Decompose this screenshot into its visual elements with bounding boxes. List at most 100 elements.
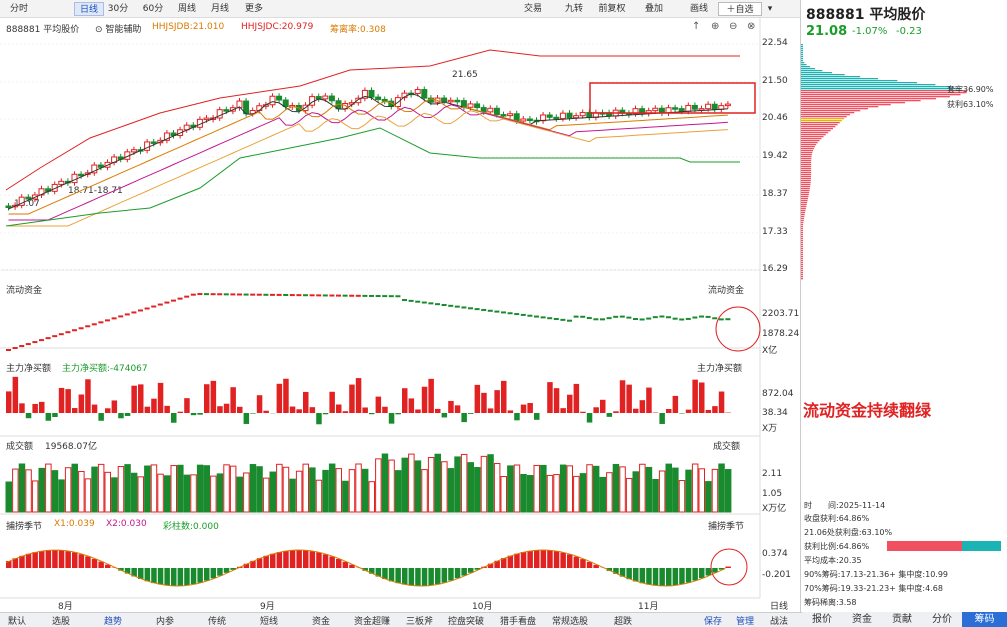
tab-fenshi[interactable]: 分时	[9, 4, 28, 14]
tab-chaodie[interactable]: 超跌	[614, 617, 633, 627]
candle-body	[493, 107, 500, 116]
tab-zhouxian[interactable]: 周线	[177, 4, 196, 14]
tab-yuexian[interactable]: 月线	[210, 4, 229, 14]
zoom-out-icon[interactable]: ⊖	[729, 21, 738, 32]
chip-loss-label: 套牢36.90%	[947, 85, 994, 94]
tab-kongpan[interactable]: 控盘突破	[448, 617, 485, 627]
tab-xuangu[interactable]: 选股	[52, 617, 71, 627]
save-button[interactable]: 保存	[704, 617, 723, 627]
tab-lieshou[interactable]: 猎手看盘	[500, 617, 537, 627]
chip-row	[801, 82, 918, 84]
net-bar	[283, 378, 289, 413]
chip-row	[801, 100, 921, 102]
trade-button[interactable]: 交易	[523, 4, 542, 14]
net-bar	[39, 401, 45, 413]
right-tab-quote[interactable]: 报价	[802, 612, 842, 627]
tab-sanbanfu[interactable]: 三板斧	[406, 617, 434, 627]
volume-bar	[25, 469, 32, 513]
tab-zijin[interactable]: 资金	[312, 617, 331, 627]
tab-changgui[interactable]: 常规选股	[552, 617, 589, 627]
chip-row	[801, 94, 961, 96]
net-bar	[58, 387, 65, 413]
net-bar	[296, 409, 302, 413]
tab-30fen[interactable]: 30分	[107, 4, 129, 14]
candle-body	[25, 196, 32, 200]
draw-button[interactable]: 画线	[689, 4, 708, 14]
tab-60fen[interactable]: 60分	[142, 4, 164, 14]
volume-bar	[91, 466, 98, 513]
volume-bar	[144, 465, 151, 513]
right-tab-price[interactable]: 分价	[922, 612, 962, 627]
season-bar	[65, 551, 71, 568]
volume-bar	[639, 463, 646, 513]
volume-bar	[12, 468, 19, 513]
volume-bar	[216, 473, 224, 513]
volume-bar	[256, 466, 263, 513]
candle-body	[467, 103, 474, 108]
jiuzhuan-button[interactable]: 九转	[564, 4, 583, 14]
net-bar	[177, 411, 184, 413]
panel-divider	[800, 0, 801, 627]
volume-bar	[262, 477, 270, 513]
right-tab-contrib[interactable]: 贡献	[882, 612, 922, 627]
tab-qushi[interactable]: 趋势	[104, 617, 123, 627]
chevron-down-icon[interactable]: ▾	[767, 4, 773, 14]
tab-zijinchaozhuan[interactable]: 资金超赚	[354, 617, 391, 627]
chip-row	[801, 204, 807, 206]
season-bar	[303, 550, 309, 568]
season-bar	[507, 555, 514, 568]
volume-bar	[315, 479, 323, 513]
assist-toggle[interactable]: ⊙ 智能辅助	[95, 25, 142, 35]
volume-unit: X万亿	[762, 504, 787, 514]
right-tab-funds[interactable]: 资金	[842, 612, 882, 627]
net-bar	[72, 408, 78, 413]
chip-row	[801, 268, 803, 270]
net-bar	[322, 413, 329, 415]
net-bar	[461, 413, 467, 423]
fuquan-button[interactable]: 前复权	[598, 4, 626, 14]
chip-row	[801, 142, 818, 144]
strategy-button[interactable]: 战法	[770, 617, 789, 627]
net-bar	[448, 400, 454, 413]
right-tab-chips[interactable]: 筹码	[962, 612, 1007, 627]
season-tick: 0.374	[762, 549, 788, 559]
candle-body	[447, 99, 454, 103]
season-bar	[718, 568, 725, 570]
volume-bar	[652, 478, 659, 513]
up-arrow-icon[interactable]: ↑	[692, 21, 701, 32]
volume-bar	[104, 471, 111, 513]
volume-bar	[573, 475, 580, 513]
chip-row	[801, 236, 803, 238]
volume-bar	[355, 463, 362, 513]
settings-icon: ⊙	[95, 25, 103, 35]
volume-bar	[196, 464, 204, 513]
volume-bar	[282, 466, 290, 513]
net-bar	[527, 403, 533, 413]
volume-bar	[137, 476, 144, 513]
net-bar	[685, 409, 692, 413]
tab-duanxian[interactable]: 短线	[260, 617, 279, 627]
watchlist-button[interactable]: ＋自选	[718, 2, 762, 16]
tab-more[interactable]: 更多	[244, 4, 263, 14]
volume-bar	[586, 464, 593, 513]
tab-default[interactable]: 默认	[8, 617, 27, 627]
legend-hhjsjdb: HHJSJDB:21.010	[152, 22, 225, 32]
volume-bar	[421, 469, 428, 513]
season-bar	[527, 550, 533, 568]
tab-chuantong[interactable]: 传统	[208, 617, 227, 627]
close-icon[interactable]: ⊗	[747, 21, 756, 32]
tab-rixian[interactable]: 日线	[74, 2, 104, 16]
candle-body	[480, 107, 487, 113]
volume-bar	[111, 477, 118, 513]
tab-neican[interactable]: 内参	[156, 617, 175, 627]
overlay-button[interactable]: 叠加	[644, 4, 663, 14]
candle-body	[559, 112, 566, 120]
season-bar	[197, 568, 203, 583]
net-bar	[692, 379, 698, 413]
volume-bar	[599, 476, 606, 513]
chip-info-line: 时 间:2025-11-14	[804, 501, 886, 510]
add-icon[interactable]: ⊕	[711, 21, 720, 32]
manage-button[interactable]: 管理	[736, 617, 755, 627]
chip-row	[801, 176, 812, 178]
volume-bar	[97, 463, 105, 513]
